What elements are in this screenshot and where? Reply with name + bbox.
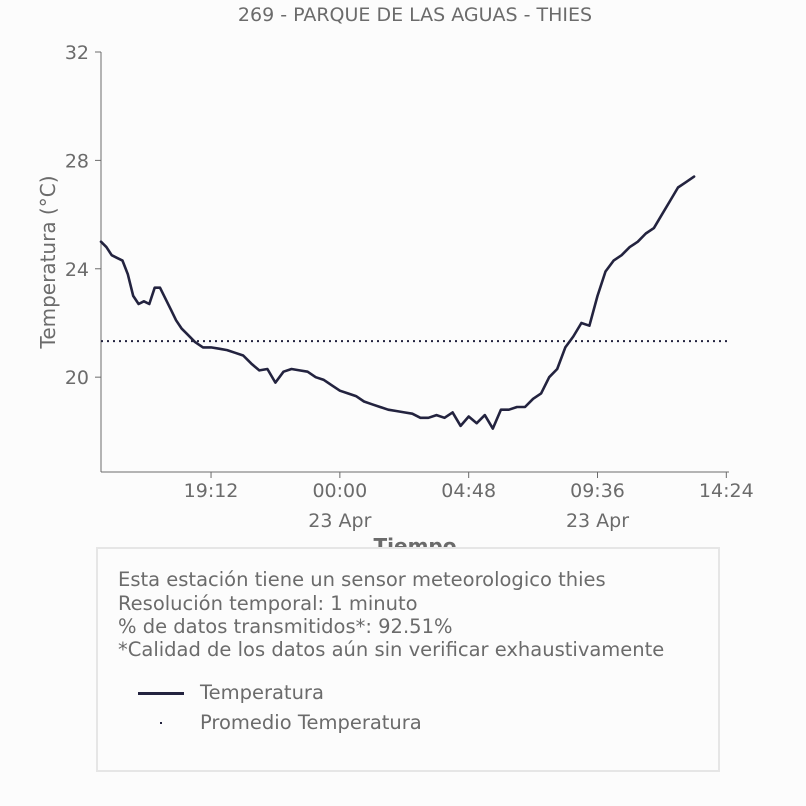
chart-title: 269 - PARQUE DE LAS AGUAS - THIES xyxy=(238,4,592,26)
y-axis-title: Temperatura (°C) xyxy=(36,175,60,349)
legend-label-temperatura: Temperatura xyxy=(200,681,324,704)
x-tick-label: 19:12 xyxy=(184,480,239,502)
chart-axes: 20 24 28 32 19:12 00:00 23 Apr 04:48 09:36 23 Apr… xyxy=(65,42,754,532)
x-tick-label: 04:48 xyxy=(441,480,496,502)
y-tick-label: 20 xyxy=(65,367,89,389)
temperature-chart: 269 - PARQUE DE LAS AGUAS - THIES Temper… xyxy=(36,4,754,558)
info-resolution-text: Resolución temporal: 1 minuto xyxy=(118,592,418,615)
chart-marks xyxy=(99,175,729,430)
info-quality-text: *Calidad de los datos aún sin verificar … xyxy=(118,638,665,661)
y-tick-label: 28 xyxy=(65,150,89,172)
info-transmitted-text: % de datos transmitidos*: 92.51% xyxy=(118,615,453,638)
info-sensor-text: Esta estación tiene un sensor meteorolog… xyxy=(118,568,606,591)
y-tick-label: 24 xyxy=(65,259,89,281)
x-tick-label: 09:36 xyxy=(570,480,625,502)
legend-dot-swatch xyxy=(160,722,162,724)
legend-label-promedio: Promedio Temperatura xyxy=(200,711,422,734)
legend-line-swatch xyxy=(138,692,184,695)
x-tick-sublabel: 23 Apr xyxy=(308,510,371,532)
temperature-series-line xyxy=(99,175,696,430)
y-tick-label: 32 xyxy=(65,42,89,64)
info-box: Esta estación tiene un sensor meteorolog… xyxy=(96,547,720,772)
x-tick-sublabel: 23 Apr xyxy=(566,510,629,532)
x-tick-label: 00:00 xyxy=(312,480,367,502)
x-tick-label: 14:24 xyxy=(699,480,754,502)
